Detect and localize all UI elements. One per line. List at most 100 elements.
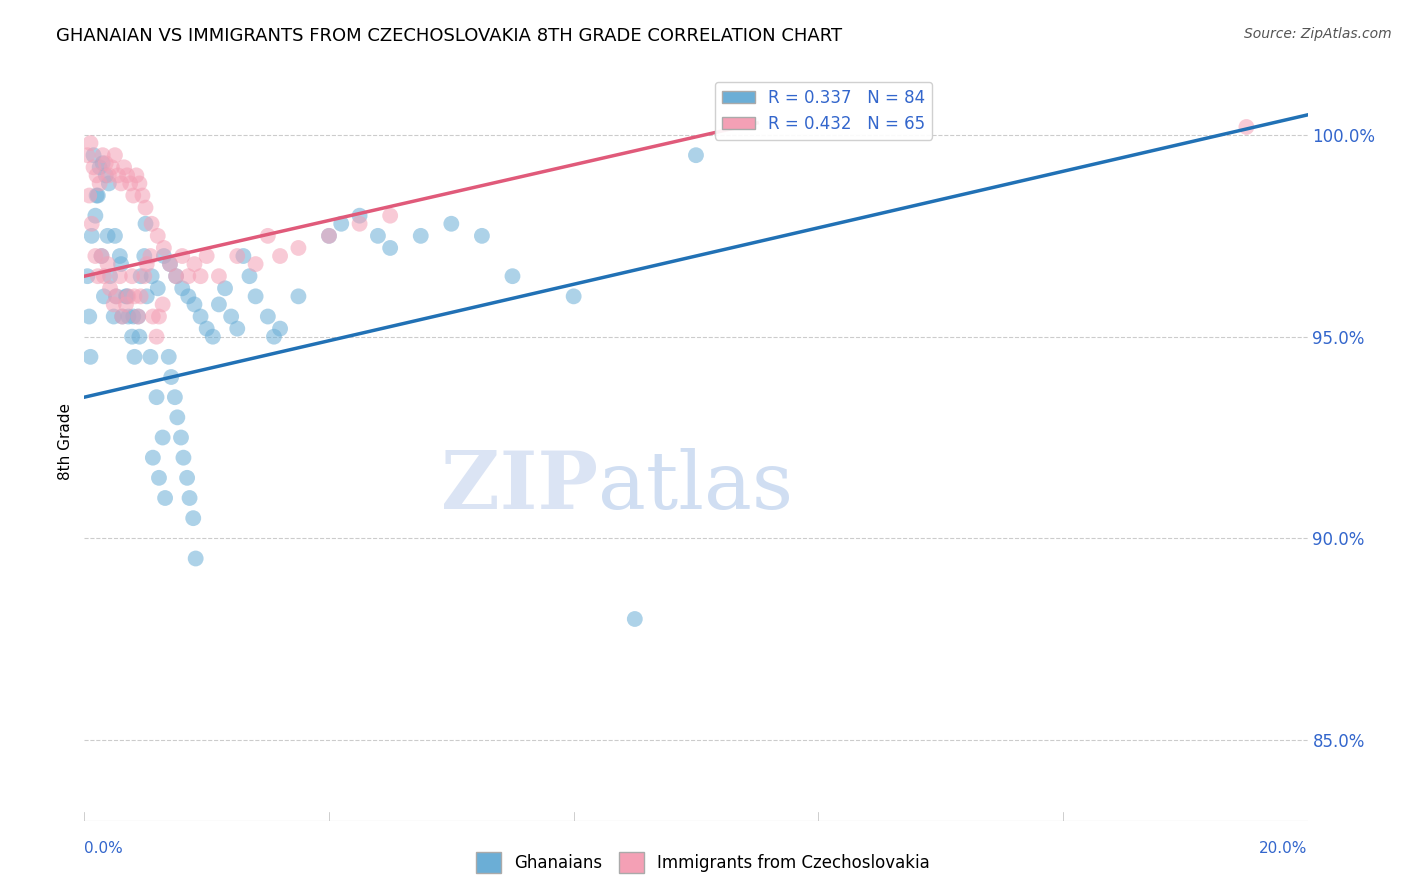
Point (125, 169, 148, 183)
Point (112, 161, 135, 175)
Point (111, 310, 134, 324)
Point (148, 310, 170, 324)
Point (124, 350, 146, 364)
Point (97, 177, 120, 191)
Point (471, 228, 494, 243)
Point (84, 209, 107, 223)
Point (257, 228, 280, 243)
Point (142, 310, 165, 324)
Point (152, 297, 174, 311)
Point (91, 148, 114, 162)
Point (139, 249, 162, 263)
Point (107, 169, 129, 183)
Point (502, 269, 524, 284)
Point (93, 289, 115, 303)
Point (163, 390, 186, 404)
Point (76, 269, 98, 284)
Point (104, 148, 127, 162)
Point (134, 269, 156, 284)
Point (226, 321, 249, 335)
Point (141, 217, 163, 231)
Point (79, 350, 101, 364)
Point (685, 148, 707, 162)
Point (131, 188, 153, 202)
Point (232, 249, 254, 263)
Point (183, 257, 205, 271)
Point (172, 249, 194, 263)
Text: 20.0%: 20.0% (1260, 841, 1308, 855)
Point (226, 249, 249, 263)
Point (93, 269, 115, 284)
Point (103, 297, 125, 311)
Point (105, 289, 128, 303)
Point (257, 310, 280, 324)
Point (121, 329, 143, 343)
Text: 0.0%: 0.0% (84, 841, 124, 855)
Point (135, 217, 157, 231)
Point (146, 281, 169, 295)
Point (190, 269, 212, 284)
Y-axis label: 8th Grade: 8th Grade (58, 403, 73, 480)
Point (165, 269, 187, 284)
Point (128, 329, 150, 343)
Point (153, 241, 176, 255)
Point (122, 310, 145, 324)
Point (80, 228, 103, 243)
Point (287, 241, 309, 255)
Point (108, 269, 131, 284)
Point (245, 257, 267, 271)
Point (117, 289, 139, 303)
Point (184, 551, 207, 566)
Point (440, 217, 463, 231)
Point (409, 228, 432, 243)
Point (135, 257, 157, 271)
Point (135, 289, 157, 303)
Point (238, 269, 260, 284)
Point (170, 430, 193, 444)
Point (89, 177, 111, 191)
Point (128, 177, 150, 191)
Point (104, 228, 127, 243)
Point (214, 281, 236, 295)
Point (84, 249, 107, 263)
Point (94, 169, 117, 183)
Point (148, 471, 170, 485)
Point (219, 310, 242, 324)
Point (349, 209, 371, 223)
Point (110, 257, 132, 271)
Point (83, 148, 105, 162)
Point (117, 310, 139, 324)
Point (111, 310, 134, 324)
Text: Source: ZipAtlas.com: Source: ZipAtlas.com (1244, 27, 1392, 41)
Point (120, 177, 142, 191)
Point (153, 249, 176, 263)
Point (129, 269, 152, 284)
Point (87, 188, 110, 202)
Point (176, 471, 198, 485)
Point (98, 281, 121, 295)
Point (134, 249, 156, 263)
Point (157, 350, 180, 364)
Point (77, 188, 100, 202)
Point (179, 491, 201, 505)
Point (159, 257, 181, 271)
Point (103, 310, 125, 324)
Point (145, 390, 167, 404)
Point (110, 177, 132, 191)
Point (195, 249, 218, 263)
Text: GHANAIAN VS IMMIGRANTS FROM CZECHOSLOVAKIA 8TH GRADE CORRELATION CHART: GHANAIAN VS IMMIGRANTS FROM CZECHOSLOVAK… (56, 27, 842, 45)
Point (195, 321, 218, 335)
Point (90, 249, 112, 263)
Point (181, 511, 204, 525)
Point (122, 188, 145, 202)
Point (97, 228, 120, 243)
Point (98, 269, 121, 284)
Point (86, 188, 108, 202)
Point (146, 228, 169, 243)
Point (160, 370, 183, 384)
Point (208, 269, 231, 284)
Point (165, 269, 187, 284)
Text: atlas: atlas (598, 448, 793, 526)
Point (115, 169, 138, 183)
Point (245, 289, 267, 303)
